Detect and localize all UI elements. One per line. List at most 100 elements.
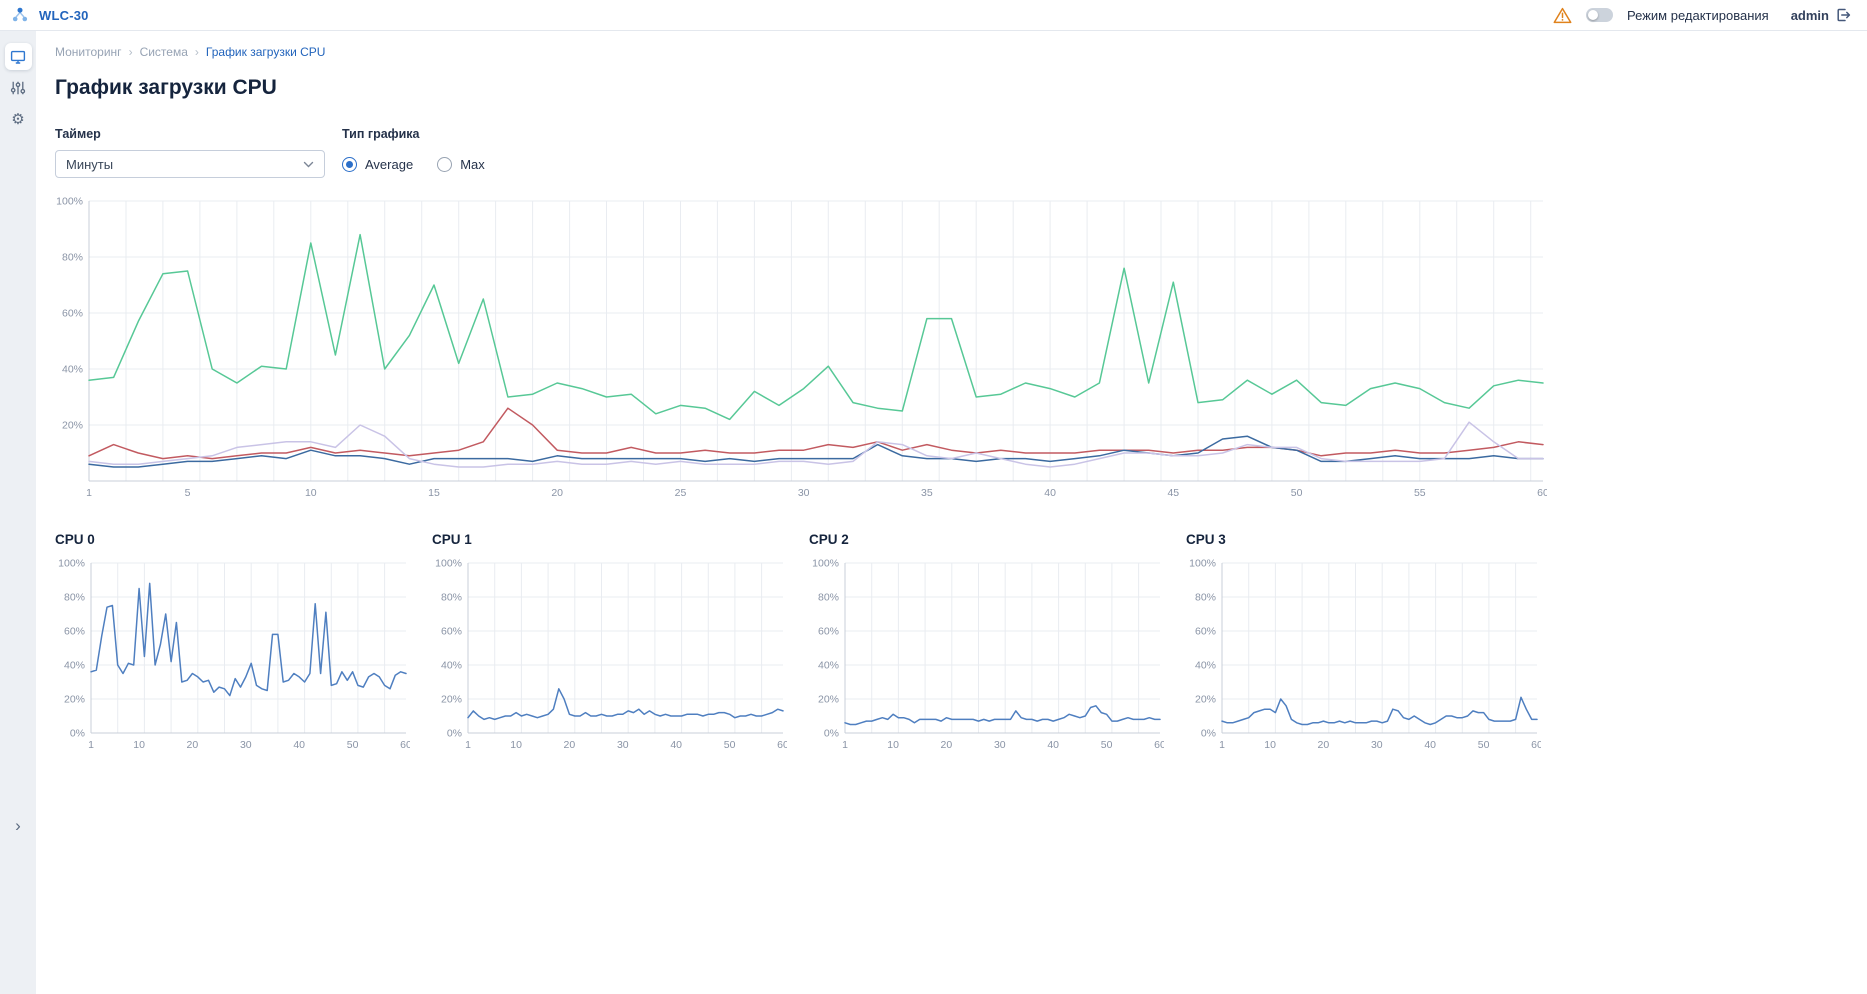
radio-max-label: Max: [460, 156, 485, 172]
svg-text:30: 30: [994, 739, 1006, 751]
svg-text:60: 60: [1537, 487, 1547, 499]
svg-text:30: 30: [240, 739, 252, 751]
svg-text:55: 55: [1414, 487, 1426, 499]
svg-text:60%: 60%: [441, 626, 462, 638]
svg-text:50: 50: [1101, 739, 1113, 751]
svg-text:10: 10: [510, 739, 522, 751]
svg-text:1: 1: [86, 487, 92, 499]
radio-max[interactable]: Max: [437, 156, 485, 172]
svg-text:0%: 0%: [824, 728, 839, 740]
svg-text:30: 30: [798, 487, 810, 499]
sidebar: ⚙ ›: [0, 31, 36, 994]
svg-text:40: 40: [1424, 739, 1436, 751]
svg-text:40%: 40%: [1195, 660, 1216, 672]
svg-text:20%: 20%: [62, 420, 83, 432]
svg-text:100%: 100%: [812, 558, 839, 570]
svg-text:20%: 20%: [818, 694, 839, 706]
svg-text:20%: 20%: [64, 694, 85, 706]
chevron-right-icon: ›: [15, 816, 21, 835]
warning-icon[interactable]: [1553, 7, 1572, 24]
user-name: admin: [1790, 7, 1829, 23]
svg-text:5: 5: [185, 487, 191, 499]
svg-text:20: 20: [564, 739, 576, 751]
svg-text:30: 30: [617, 739, 629, 751]
svg-text:1: 1: [842, 739, 848, 751]
breadcrumb-item-system[interactable]: Система: [139, 45, 188, 59]
sidebar-item-settings[interactable]: ⚙: [5, 105, 32, 132]
svg-text:20: 20: [187, 739, 199, 751]
monitor-icon: [10, 49, 26, 65]
radio-average-label: Average: [365, 156, 414, 172]
sidebar-item-monitoring[interactable]: [4, 43, 32, 70]
breadcrumb-item-current[interactable]: График загрузки CPU: [205, 45, 326, 59]
svg-text:40: 40: [670, 739, 682, 751]
header-right: Режим редактирования admin: [1553, 7, 1851, 24]
svg-text:100%: 100%: [435, 558, 462, 570]
svg-text:80%: 80%: [441, 592, 462, 604]
svg-text:40: 40: [1047, 739, 1059, 751]
svg-text:100%: 100%: [58, 558, 85, 570]
controls: Таймер Минуты Тип графика: [55, 127, 1547, 178]
svg-text:0%: 0%: [447, 728, 462, 740]
cpu1-panel: CPU 1 0% 20% 40% 60% 80% 100% 1 10 20 30 40 50 60: [432, 532, 789, 762]
timer-control: Таймер Минуты: [55, 127, 325, 178]
cpu0-panel: CPU 0 0% 20% 40% 60% 80% 100% 1 10 20 30 40 50 60: [55, 532, 412, 762]
svg-text:60%: 60%: [64, 626, 85, 638]
svg-text:20: 20: [1318, 739, 1330, 751]
toggle-knob: [1588, 10, 1599, 20]
svg-text:80%: 80%: [64, 592, 85, 604]
chart-type-label: Тип графика: [342, 127, 420, 141]
sidebar-expand-button[interactable]: ›: [0, 814, 36, 838]
svg-text:60: 60: [777, 739, 787, 751]
svg-text:50: 50: [1478, 739, 1490, 751]
radio-average[interactable]: Average: [342, 156, 414, 172]
svg-text:60: 60: [1154, 739, 1164, 751]
page-title: График загрузки CPU: [55, 76, 277, 99]
radio-unchecked-icon: [437, 156, 453, 172]
breadcrumb: Мониторинг › Система › График загрузки C…: [55, 45, 1547, 59]
user-menu[interactable]: admin: [1791, 7, 1851, 23]
svg-text:40%: 40%: [64, 660, 85, 672]
svg-text:40%: 40%: [818, 660, 839, 672]
cpu-charts-row: CPU 0 0% 20% 40% 60% 80% 100% 1 10 20 30 40 50 60 CP…: [55, 532, 1547, 762]
svg-text:40: 40: [293, 739, 305, 751]
svg-text:50: 50: [724, 739, 736, 751]
svg-text:80%: 80%: [1195, 592, 1216, 604]
cpu0-chart: 0% 20% 40% 60% 80% 100% 1 10 20 30 40 50 60: [55, 557, 412, 762]
breadcrumb-separator: ›: [194, 45, 199, 59]
cpu2-title: CPU 2: [809, 532, 849, 547]
svg-text:60%: 60%: [1195, 626, 1216, 638]
sliders-icon: [10, 80, 26, 96]
main-row: ⚙ › Мониторинг › Система › График загруз…: [0, 31, 1867, 994]
edit-mode-toggle[interactable]: [1586, 8, 1614, 22]
app-title: WLC-30: [39, 7, 89, 23]
cpu1-chart: 0% 20% 40% 60% 80% 100% 1 10 20 30 40 50 60: [432, 557, 789, 762]
svg-text:40%: 40%: [441, 660, 462, 672]
timer-label: Таймер: [55, 127, 101, 141]
svg-text:1: 1: [88, 739, 94, 751]
content: Мониторинг › Система › График загрузки C…: [36, 31, 1867, 994]
cpu3-chart: 0% 20% 40% 60% 80% 100% 1 10 20 30 40 50 60: [1186, 557, 1543, 762]
svg-text:0%: 0%: [70, 728, 85, 740]
chevron-down-icon: [303, 161, 314, 168]
svg-text:35: 35: [921, 487, 933, 499]
chart-type-radios: Average Max: [342, 150, 485, 178]
svg-text:60: 60: [1531, 739, 1541, 751]
logout-icon[interactable]: [1835, 7, 1851, 23]
radio-checked-icon: [342, 156, 357, 172]
timer-select[interactable]: Минуты: [55, 150, 325, 178]
svg-text:50: 50: [347, 739, 359, 751]
svg-text:80%: 80%: [818, 592, 839, 604]
svg-text:100%: 100%: [56, 196, 83, 208]
svg-text:40: 40: [1044, 487, 1056, 499]
svg-text:60%: 60%: [62, 308, 83, 320]
breadcrumb-item-monitoring[interactable]: Мониторинг: [55, 45, 122, 59]
app-header: WLC-30 Режим редактирования admin: [0, 0, 1867, 31]
svg-text:50: 50: [1291, 487, 1303, 499]
svg-text:60: 60: [400, 739, 410, 751]
gear-icon: ⚙: [11, 110, 25, 128]
svg-text:60%: 60%: [818, 626, 839, 638]
sidebar-item-statistics[interactable]: [5, 74, 32, 101]
svg-text:45: 45: [1167, 487, 1179, 499]
